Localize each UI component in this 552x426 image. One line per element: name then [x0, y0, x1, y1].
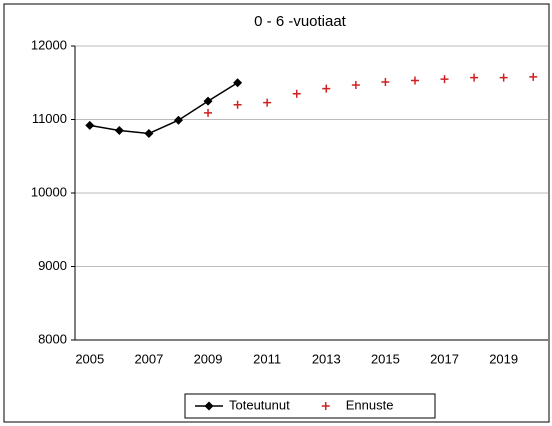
legend-box [184, 393, 436, 419]
marker [321, 402, 330, 410]
marker [233, 78, 243, 88]
marker [410, 76, 419, 85]
marker [263, 98, 272, 107]
chart-title: 0 - 6 -vuotiaat [254, 13, 347, 30]
x-tick-label: 2019 [489, 351, 518, 366]
y-tick-label: 8000 [38, 331, 67, 346]
y-tick-label: 11000 [32, 111, 67, 126]
marker [381, 78, 390, 87]
marker [322, 84, 331, 93]
marker [351, 80, 360, 89]
marker [114, 126, 124, 136]
marker [204, 108, 213, 117]
marker [173, 115, 183, 125]
y-tick-label: 12000 [31, 37, 67, 52]
x-tick-label: 2009 [194, 351, 223, 366]
legend: Toteutunut Ennuste [184, 393, 436, 419]
x-tick-label: 2007 [134, 351, 163, 366]
x-tick-label: 2013 [312, 351, 341, 366]
series-line [89, 82, 238, 135]
marker [204, 401, 214, 411]
marker [144, 128, 154, 138]
x-tick-label: 2017 [430, 351, 459, 366]
x-tick-label: 2005 [75, 351, 104, 366]
chart-border [3, 3, 550, 423]
marker [440, 75, 449, 84]
marker [292, 89, 301, 98]
y-tick-label: 10000 [31, 184, 67, 199]
x-tick-label: 2015 [371, 351, 400, 366]
marker [470, 73, 479, 82]
marker [85, 120, 95, 130]
marker [529, 72, 538, 81]
marker [233, 100, 242, 109]
y-tick-label: 9000 [38, 258, 67, 273]
x-tick-label: 2011 [253, 351, 281, 366]
legend-label: Ennuste [346, 397, 394, 412]
legend-label: Toteutunut [229, 397, 290, 412]
marker [499, 73, 508, 82]
marker [203, 96, 213, 106]
